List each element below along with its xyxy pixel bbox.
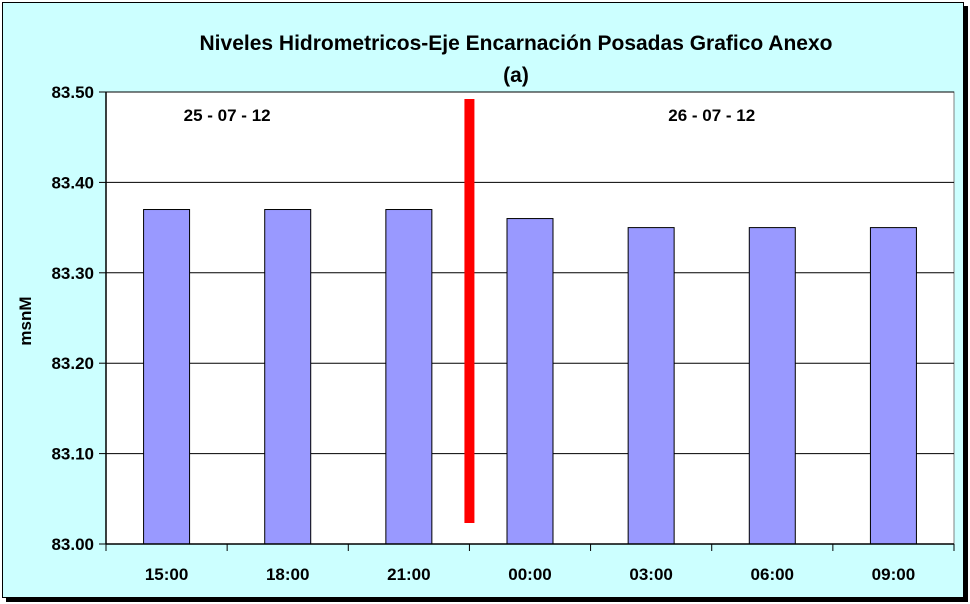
y-tick-label: 83.40: [51, 173, 94, 192]
bar: [385, 209, 433, 545]
bars: [143, 209, 917, 545]
y-tick-label: 83.00: [51, 535, 94, 554]
x-tick-label: 18:00: [266, 565, 309, 584]
bar: [627, 227, 675, 545]
y-tick-label: 83.30: [51, 264, 94, 283]
chart-title: Niveles Hidrometricos-Eje Encarnación Po…: [200, 32, 833, 55]
date-annotation: 26 - 07 - 12: [668, 106, 755, 125]
bar: [869, 227, 917, 545]
y-tick-label: 83.20: [51, 354, 94, 373]
x-tick-label: 21:00: [387, 565, 430, 584]
axes: 83.00 83.10 83.20 83.30 83.40 83.50 15:00 18:00…: [51, 83, 955, 584]
x-tick-label: 00:00: [508, 565, 551, 584]
chart-subtitle: (a): [503, 64, 529, 87]
bar: [506, 218, 554, 545]
bar: [748, 227, 796, 545]
x-tick-label: 15:00: [145, 565, 188, 584]
date-annotation: 25 - 07 - 12: [184, 106, 271, 125]
day-divider-line: [464, 99, 475, 523]
y-axis-label: msnM: [16, 296, 35, 345]
x-tick-label: 03:00: [629, 565, 672, 584]
x-tick-label: 09:00: [872, 565, 915, 584]
chart-area: Niveles Hidrometricos-Eje Encarnación Po…: [2, 2, 964, 598]
bar: [264, 209, 312, 545]
bar-chart: Niveles Hidrometricos-Eje Encarnación Po…: [16, 32, 955, 584]
bar: [143, 209, 191, 545]
y-tick-label: 83.50: [51, 83, 94, 102]
annotations: 25 - 07 - 12 26 - 07 - 12: [184, 99, 755, 523]
y-tick-label: 83.10: [51, 445, 94, 464]
x-tick-label: 06:00: [751, 565, 794, 584]
